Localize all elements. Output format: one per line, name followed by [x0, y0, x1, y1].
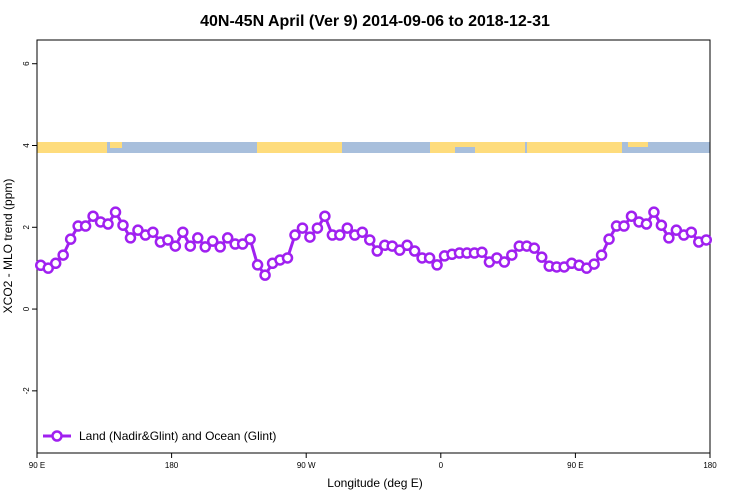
chart-title: 40N-45N April (Ver 9) 2014-09-06 to 2018… [200, 13, 550, 30]
data-point [528, 242, 541, 254]
land-band [37, 142, 107, 153]
x-tick-label: 180 [165, 461, 179, 470]
data-point [192, 232, 204, 244]
x-tick-label: 0 [439, 461, 444, 470]
data-point [356, 226, 369, 238]
data-point [57, 249, 69, 261]
data-point [184, 240, 197, 252]
x-tick-label: 180 [703, 461, 717, 470]
data-point [364, 234, 376, 246]
y-tick-label: 4 [22, 143, 31, 148]
ocean-band [37, 142, 710, 153]
data-point [64, 233, 77, 245]
land-band [628, 142, 648, 147]
y-tick-label: -2 [22, 387, 31, 395]
ocean-band [455, 147, 475, 153]
y-tick-label: 2 [22, 225, 31, 230]
data-point [595, 249, 608, 261]
data-point [334, 229, 346, 241]
data-point [655, 219, 668, 231]
data-point [498, 256, 511, 268]
data-point [221, 232, 234, 244]
data-point [289, 229, 301, 241]
land-band [527, 142, 622, 153]
data-point [431, 259, 443, 271]
plot-frame [36, 39, 711, 454]
data-point [199, 241, 211, 253]
data-point [162, 234, 174, 246]
data-point [304, 231, 316, 243]
land-ocean-mask [37, 142, 710, 153]
land-band [110, 142, 122, 148]
data-point [319, 210, 331, 222]
data-point [177, 226, 189, 238]
data-point [169, 240, 182, 252]
data-point [214, 241, 226, 253]
data-point [663, 232, 675, 244]
data-point [588, 258, 600, 270]
data-point [685, 226, 698, 238]
data-point [206, 235, 219, 247]
data-point [244, 233, 256, 245]
y-tick-label: 6 [22, 61, 31, 66]
legend-marker [51, 430, 63, 442]
data-point [618, 220, 630, 232]
data-point [371, 245, 383, 257]
data-point [251, 259, 264, 271]
data-point [536, 251, 548, 263]
data-point [625, 210, 638, 222]
data-point [49, 257, 62, 270]
y-axis-label: XCO2 - MLO trend (ppm) [1, 179, 15, 314]
data-point [124, 232, 137, 244]
data-point [506, 249, 518, 261]
data-point [700, 234, 713, 246]
data-point [102, 218, 114, 230]
data-point [259, 269, 271, 281]
land-band [430, 142, 525, 153]
data-point [603, 233, 615, 245]
data-point [640, 218, 653, 230]
x-axis-label: Longitude (deg E) [327, 476, 422, 490]
y-tick-label: 0 [22, 306, 31, 311]
x-tick-label: 90 W [297, 461, 316, 470]
data-point [147, 226, 159, 238]
land-band [257, 142, 342, 153]
data-point [281, 252, 294, 264]
data-point [296, 222, 309, 234]
data-point [401, 239, 413, 252]
data-point [109, 206, 122, 218]
data-point [341, 222, 354, 234]
data-point [476, 246, 488, 258]
data-point [117, 219, 129, 231]
x-tick-label: 90 E [567, 461, 583, 470]
data-point [311, 222, 324, 234]
x-tick-label: 90 E [29, 461, 45, 470]
data-point [423, 252, 436, 264]
legend-label: Land (Nadir&Glint) and Ocean (Glint) [79, 429, 276, 443]
data-point [79, 220, 92, 232]
data-point [87, 210, 99, 222]
data-point [648, 206, 660, 218]
data-point [408, 245, 421, 257]
